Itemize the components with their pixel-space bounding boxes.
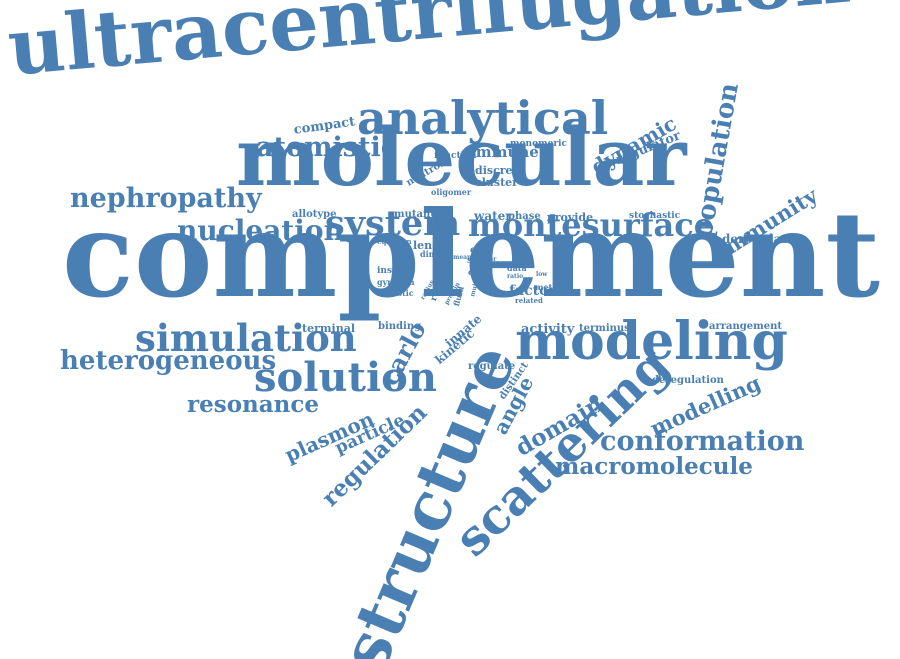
cloud-word: realistic (377, 288, 414, 298)
cloud-word: solution (254, 354, 437, 401)
cloud-word: order (478, 256, 497, 263)
cloud-word: related (515, 296, 543, 305)
cloud-word: oligomer (431, 187, 472, 197)
cloud-word: nephropathy (70, 183, 262, 214)
cloud-word: method (535, 282, 569, 292)
cloud-word: conformation (600, 426, 805, 457)
cloud-word: montesurface (468, 206, 715, 244)
cloud-word: mean (453, 254, 472, 261)
cloud-word: resonance (187, 391, 320, 418)
cloud-word: function (434, 151, 477, 161)
cloud-word: phase (508, 211, 541, 222)
cloud-word: length (413, 239, 453, 252)
cloud-word: terminal (302, 322, 355, 335)
cloud-word: ratio (507, 273, 524, 280)
cloud-word: stochastic (629, 211, 681, 221)
cloud-word: mutant (394, 209, 435, 220)
cloud-word: provide (547, 211, 594, 224)
cloud-word: factor (509, 283, 556, 299)
cloud-word: ultracentrifugation (4, 0, 854, 94)
cloud-word: dimer (420, 249, 447, 259)
cloud-word: cluster (475, 176, 518, 189)
cloud-word: discrete (475, 164, 525, 177)
cloud-word: binding (378, 321, 422, 332)
cloud-word: gyration (377, 277, 415, 287)
cloud-word: sax (467, 255, 486, 266)
cloud-word: arrangement (709, 321, 782, 332)
cloud-word: system (325, 203, 461, 244)
cloud-word: activity (521, 322, 575, 337)
cloud-word: terminus (579, 323, 630, 334)
cloud-word: nucleation (177, 214, 344, 247)
cloud-word: complement (62, 185, 881, 324)
cloud-word: equation (377, 237, 412, 246)
cloud-word: deregulator (722, 232, 802, 246)
cloud-word: data (507, 263, 527, 273)
cloud-word: water (474, 209, 512, 223)
cloud-word: analytical (357, 91, 609, 145)
cloud-word: modeling (515, 311, 788, 372)
cloud-word: regulate (468, 361, 516, 372)
cloud-word: cfhr (470, 245, 493, 256)
cloud-word: insight (377, 266, 413, 276)
cloud-word: immune (470, 143, 539, 161)
cloud-word: allotype (292, 209, 337, 220)
cloud-word: low (536, 271, 548, 278)
cloud-word: monomeric (510, 139, 567, 149)
cloud-word: deregulation (652, 375, 724, 386)
cloud-word: atomistic (256, 132, 398, 163)
cloud-word: macromolecule (555, 453, 753, 480)
cloud-word: heterogeneous (60, 346, 277, 376)
cloud-word: simulation (135, 316, 357, 360)
cloud-word: cell (468, 267, 485, 277)
cloud-word: molecular (236, 110, 687, 204)
